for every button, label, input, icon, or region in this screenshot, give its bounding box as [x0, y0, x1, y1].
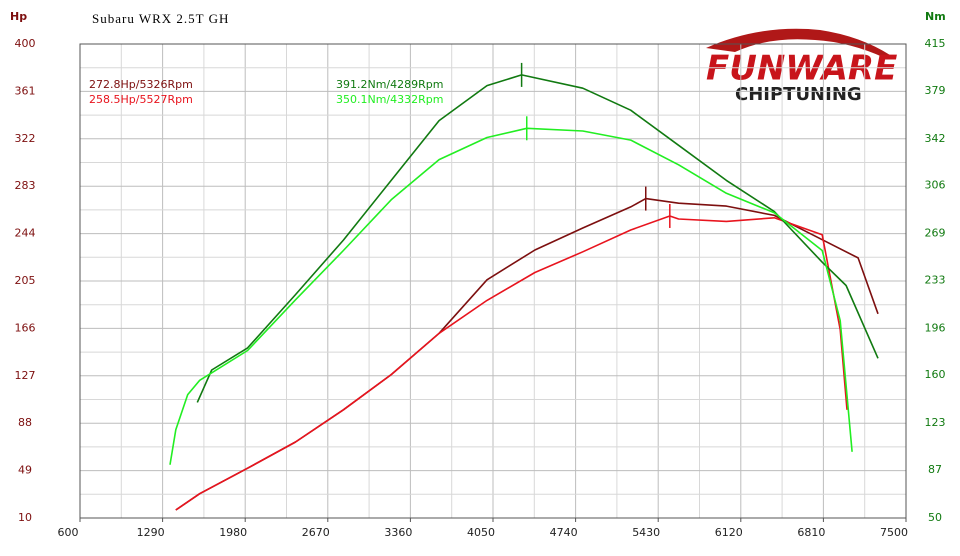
y2-tick-label: 123: [925, 416, 946, 429]
y2-tick-label: 196: [925, 321, 946, 334]
x-tick-label: 1290: [137, 526, 165, 539]
y-tick-label: 49: [18, 464, 32, 477]
peak-annotation: 391.2Nm/4289Rpm: [336, 78, 443, 91]
chart-title: Subaru WRX 2.5T GH: [92, 11, 229, 26]
x-tick-label: 3360: [384, 526, 412, 539]
line: [175, 215, 848, 511]
line: [169, 127, 853, 465]
x-tick-label: 1980: [219, 526, 247, 539]
y2-tick-label: 379: [925, 84, 946, 97]
x-tick-label: 5430: [632, 526, 660, 539]
logo: FUNWARE CHIPTUNING: [706, 28, 897, 105]
y-tick-label: 127: [15, 369, 36, 382]
logo-sub: CHIPTUNING: [735, 84, 862, 105]
y2-axis-label: Nm: [925, 10, 946, 23]
logo-brand: FUNWARE: [706, 49, 897, 89]
peak-annotation: 272.8Hp/5326Rpm: [89, 78, 193, 91]
peak-annotation: 350.1Nm/4332Rpm: [336, 93, 443, 106]
x-tick-label: 7500: [880, 526, 908, 539]
y2-tick-label: 50: [928, 511, 942, 524]
y-axis-label: Hp: [10, 10, 27, 23]
x-tick-label: 2670: [302, 526, 330, 539]
y2-tick-label: 87: [928, 463, 942, 476]
y-tick-label: 244: [15, 227, 36, 240]
plot: 600 1290 1980 2670 3360 4050 4740 5430 6120 6810 7…: [15, 37, 946, 539]
y-tick-label: 283: [15, 179, 36, 192]
y2-tick-label: 233: [925, 273, 946, 286]
y2-tick-label: 306: [925, 179, 946, 192]
x-tick-label: 6810: [797, 526, 825, 539]
y2-tick-label: 415: [925, 37, 946, 50]
line: [196, 74, 879, 403]
line: [175, 197, 879, 511]
y-tick-label: 166: [15, 321, 36, 334]
y2-tick-label: 160: [925, 368, 946, 381]
y-tick-label: 10: [18, 511, 32, 524]
logo-swoosh: [706, 28, 890, 58]
y-tick-label: 205: [15, 274, 36, 287]
y-tick-label: 400: [15, 37, 36, 50]
y-tick-label: 88: [18, 416, 32, 429]
y2-tick-label: 342: [925, 132, 946, 145]
peak-annotation: 258.5Hp/5527Rpm: [89, 93, 193, 106]
y-tick-label: 322: [15, 132, 36, 145]
x-tick-label: 6120: [715, 526, 743, 539]
x-tick-label: 600: [58, 526, 79, 539]
x-tick-label: 4740: [550, 526, 578, 539]
y-tick-label: 361: [15, 84, 36, 97]
y2-tick-label: 269: [925, 227, 946, 240]
x-tick-label: 4050: [467, 526, 495, 539]
